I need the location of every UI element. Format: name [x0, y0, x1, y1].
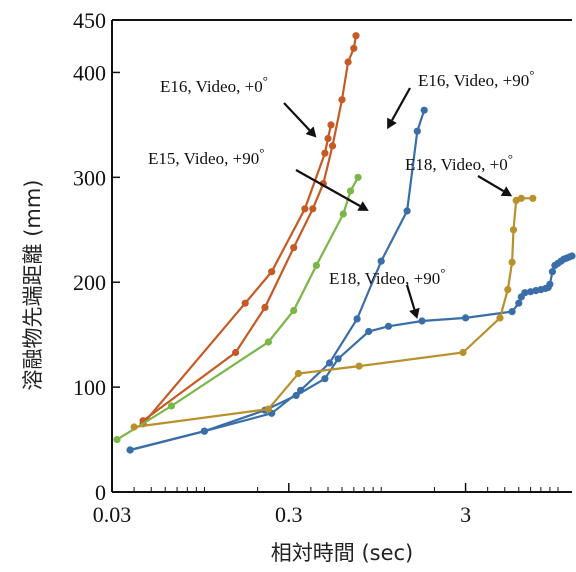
series-3-point	[325, 359, 334, 367]
series-1-point	[261, 303, 269, 311]
series-3-line	[129, 109, 426, 452]
series-5-point	[517, 194, 525, 202]
series-2-point	[264, 338, 272, 346]
annotation-arrowhead	[305, 126, 317, 138]
series-1-point	[338, 96, 346, 104]
series-4-point	[515, 299, 523, 307]
series-4-point	[548, 268, 557, 276]
annotation-arrowhead	[409, 307, 420, 319]
series-0-point	[268, 268, 276, 276]
series-5-point	[509, 226, 518, 234]
series-1-point	[290, 244, 298, 252]
annotation-label: E18, Video, +0°	[405, 151, 513, 174]
annotation-label: E15, Video, +90°	[148, 145, 264, 168]
annotation-arrowhead	[357, 201, 369, 211]
series-1-point	[344, 58, 352, 66]
series-0-point	[301, 205, 309, 213]
series-4-point	[546, 280, 554, 288]
y-tick-label: 0	[95, 480, 106, 505]
series-5-point	[496, 314, 504, 322]
series-0-point	[324, 134, 332, 143]
series-4-point	[126, 446, 134, 454]
x-axis-title: 相対時間 (sec)	[271, 541, 413, 565]
series-3-point	[420, 106, 428, 114]
series-0-line	[142, 124, 333, 425]
series-3-point	[353, 315, 361, 323]
annotation-arrow	[405, 284, 416, 310]
series-3-point	[413, 127, 421, 135]
annotation-label: E16, Video, +90°	[418, 67, 534, 90]
series-5-point	[130, 423, 138, 431]
series-0-point	[241, 299, 249, 307]
annotation-arrow	[295, 169, 361, 207]
x-tick-label: 0.03	[93, 502, 132, 527]
series-5-point	[504, 286, 512, 294]
series-4-point	[568, 252, 576, 260]
plot-marks	[113, 32, 576, 454]
series-2-point	[290, 306, 298, 315]
series-5-point	[459, 348, 467, 357]
series-2-point	[167, 402, 175, 410]
annotation-arrowhead	[387, 117, 397, 130]
series-4-point	[462, 314, 470, 322]
annotation-arrow	[477, 175, 505, 193]
series-4-point	[384, 322, 393, 330]
series-4-point	[521, 289, 529, 297]
series-3-point	[403, 207, 411, 215]
y-tick-label: 400	[73, 60, 106, 85]
series-4-point	[508, 308, 516, 316]
y-tick-label: 300	[73, 165, 106, 190]
x-tick-label: 0.3	[275, 502, 303, 527]
axes: 0 100 200 300 400 450 0.03 0.3 3	[73, 8, 572, 527]
series-4-point	[418, 317, 426, 325]
series-1-point	[328, 142, 337, 150]
series-1-point	[352, 32, 360, 40]
annotation-label: E16, Video, +0°	[160, 73, 268, 96]
x-tick-label: 3	[460, 502, 471, 527]
series-5-point	[529, 194, 537, 202]
series-2-line	[116, 176, 360, 441]
series-1-point	[350, 44, 358, 52]
series-5-point	[355, 362, 363, 370]
series-4-point	[200, 427, 208, 435]
series-0-point	[321, 149, 329, 157]
y-tick-label: 200	[73, 270, 106, 295]
series-2-point	[346, 187, 355, 195]
series-2-point	[354, 173, 362, 181]
annotations: E16, Video, +0° E16, Video, +90° E15, Vide…	[148, 67, 534, 319]
series-2-point	[312, 261, 320, 269]
series-4-point	[334, 355, 342, 363]
series-2-point	[113, 436, 121, 444]
annotation-arrow	[283, 102, 311, 131]
y-tick-label: 100	[73, 375, 106, 400]
series-2-point	[339, 210, 347, 218]
y-tick-label: 450	[73, 8, 106, 33]
series-0-point	[327, 121, 335, 129]
annotation-arrow	[391, 87, 411, 121]
series-4-point	[292, 391, 300, 400]
annotation-arrowhead	[500, 186, 513, 197]
series-3-point	[377, 257, 385, 265]
series-1-point	[232, 348, 240, 357]
series-4-point	[321, 375, 329, 383]
series-4-point	[365, 327, 373, 336]
annotation-label: E18, Video, +90°	[329, 265, 445, 288]
series-5-point	[264, 405, 272, 413]
series-1-point	[309, 205, 317, 213]
y-axis-title: 溶融物先端距離 (mm)	[21, 180, 45, 391]
series-5-point	[508, 258, 516, 266]
series-5-point	[294, 369, 302, 378]
